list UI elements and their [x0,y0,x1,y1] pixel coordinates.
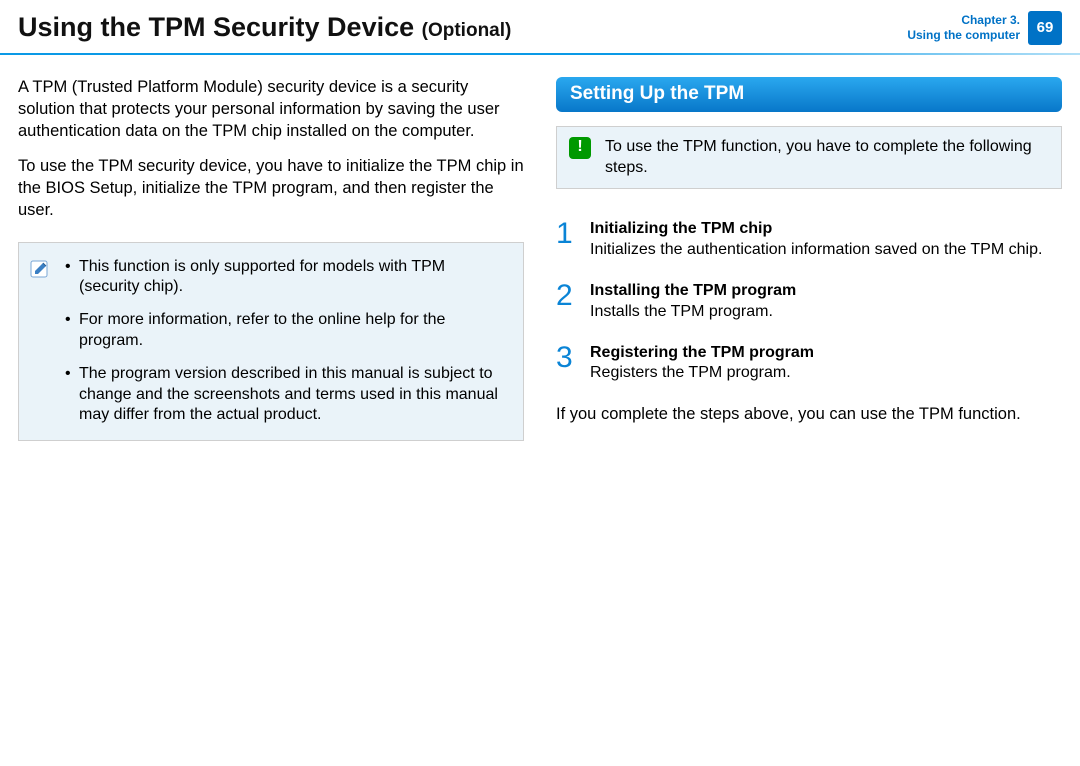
note-box: This function is only supported for mode… [18,242,524,442]
step-number: 1 [556,219,576,261]
closing-para: If you complete the steps above, you can… [556,404,1062,426]
step-title: Registering the TPM program [590,343,1062,364]
note-item: For more information, refer to the onlin… [65,310,507,352]
step-body: Registering the TPM program Registers th… [590,343,1062,385]
section-heading: Setting Up the TPM [556,77,1062,112]
step-item: 2 Installing the TPM program Installs th… [556,281,1062,323]
page-header: Using the TPM Security Device (Optional)… [0,0,1080,53]
step-body: Initializing the TPM chip Initializes th… [590,219,1062,261]
step-item: 1 Initializing the TPM chip Initializes … [556,219,1062,261]
intro-para-2: To use the TPM security device, you have… [18,156,524,221]
page-title: Using the TPM Security Device (Optional) [18,10,511,45]
callout-box: ! To use the TPM function, you have to c… [556,126,1062,190]
header-rule [0,53,1080,55]
step-desc: Initializes the authentication informati… [590,240,1062,261]
alert-icon-glyph: ! [577,137,582,158]
alert-icon: ! [569,137,591,159]
note-list: This function is only supported for mode… [65,257,507,427]
step-number: 3 [556,343,576,385]
intro-para-1: A TPM (Trusted Platform Module) security… [18,77,524,142]
step-desc: Installs the TPM program. [590,302,1062,323]
content-columns: A TPM (Trusted Platform Module) security… [0,77,1080,441]
page-number-badge: 69 [1028,11,1062,45]
chapter-line2: Using the computer [907,28,1020,42]
callout-text: To use the TPM function, you have to com… [605,138,1032,176]
left-column: A TPM (Trusted Platform Module) security… [18,77,524,441]
note-item: The program version described in this ma… [65,364,507,426]
page-number: 69 [1037,18,1054,38]
step-item: 3 Registering the TPM program Registers … [556,343,1062,385]
step-desc: Registers the TPM program. [590,363,1062,384]
page-title-main: Using the TPM Security Device [18,12,414,42]
chapter-text: Chapter 3. Using the computer [907,13,1020,42]
note-pencil-icon [29,257,53,281]
step-body: Installing the TPM program Installs the … [590,281,1062,323]
step-title: Initializing the TPM chip [590,219,1062,240]
page-title-suffix: (Optional) [422,20,512,41]
right-column: Setting Up the TPM ! To use the TPM func… [556,77,1062,441]
note-item: This function is only supported for mode… [65,257,507,299]
step-number: 2 [556,281,576,323]
chapter-block: Chapter 3. Using the computer 69 [907,11,1062,45]
step-title: Installing the TPM program [590,281,1062,302]
chapter-line1: Chapter 3. [907,13,1020,27]
